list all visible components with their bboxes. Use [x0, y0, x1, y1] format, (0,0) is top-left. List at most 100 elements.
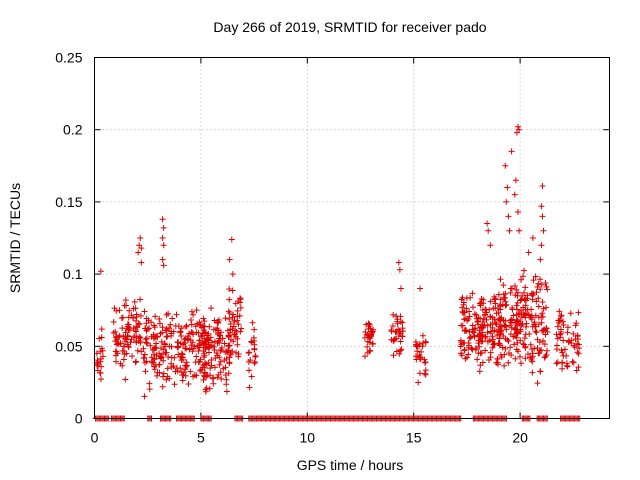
data-point: [474, 356, 481, 363]
data-point: [156, 315, 163, 322]
data-point: [399, 319, 406, 326]
data-point: [497, 306, 504, 313]
data-point: [134, 347, 141, 354]
data-point: [177, 365, 184, 372]
data-point: [364, 343, 371, 350]
data-point: [189, 329, 196, 336]
data-point: [521, 296, 528, 303]
data-point: [175, 323, 182, 330]
data-point: [133, 317, 140, 324]
data-point: [208, 362, 215, 369]
data-point: [146, 386, 153, 393]
data-point: [516, 126, 523, 133]
data-point: [251, 326, 258, 333]
data-point: [198, 333, 205, 340]
data-point: [422, 359, 429, 366]
data-point: [188, 316, 195, 323]
data-point: [540, 337, 547, 344]
data-point: [457, 337, 464, 344]
data-point: [541, 326, 548, 333]
data-point: [465, 339, 472, 346]
data-point: [532, 273, 539, 280]
data-point: [110, 318, 117, 325]
data-point: [537, 286, 544, 293]
data-point: [226, 315, 233, 322]
data-point: [504, 184, 511, 191]
data-point: [231, 331, 238, 338]
data-point: [514, 330, 521, 337]
data-point: [366, 323, 373, 330]
data-point: [472, 325, 479, 332]
data-point: [497, 316, 504, 323]
data-point: [142, 325, 149, 332]
data-point: [211, 317, 218, 324]
data-point: [141, 351, 148, 358]
data-point: [362, 353, 369, 360]
data-point: [463, 305, 470, 312]
data-point: [523, 297, 530, 304]
data-point: [469, 304, 476, 311]
data-point: [208, 356, 215, 363]
data-point: [226, 256, 233, 263]
data-point: [508, 148, 515, 155]
data-point: [98, 376, 105, 383]
data-point: [159, 383, 166, 390]
data-point: [157, 330, 164, 337]
data-point: [141, 393, 148, 400]
data-point: [125, 344, 132, 351]
data-point: [249, 319, 256, 326]
data-point: [505, 213, 512, 220]
data-point: [142, 336, 149, 343]
data-point: [537, 276, 544, 283]
data-point: [514, 123, 521, 130]
data-point: [173, 311, 180, 318]
data-point: [226, 285, 233, 292]
data-point: [158, 338, 165, 345]
data-point: [560, 337, 567, 344]
data-point: [489, 319, 496, 326]
data-point: [565, 339, 572, 346]
data-point: [156, 320, 163, 327]
data-point: [179, 377, 186, 384]
data-point: [506, 350, 513, 357]
data-point: [558, 312, 565, 319]
data-point: [574, 332, 581, 339]
data-point: [496, 340, 503, 347]
data-point: [160, 224, 167, 231]
data-point: [485, 227, 492, 234]
data-point: [201, 373, 208, 380]
data-point: [211, 347, 218, 354]
data-point: [458, 322, 465, 329]
data-point: [227, 336, 234, 343]
data-point: [151, 366, 158, 373]
data-point: [122, 376, 129, 383]
data-point: [466, 328, 473, 335]
data-point: [523, 323, 530, 330]
data-point: [209, 375, 216, 382]
data-point: [201, 350, 208, 357]
data-point: [131, 298, 138, 305]
data-point: [365, 320, 372, 327]
data-point: [533, 298, 540, 305]
data-point: [179, 372, 186, 379]
data-point: [395, 259, 402, 266]
data-point: [538, 347, 545, 354]
data-point: [236, 312, 243, 319]
y-axis-label: SRMTID / TECUs: [7, 183, 23, 293]
data-point: [391, 336, 398, 343]
data-point: [489, 344, 496, 351]
data-point: [538, 319, 545, 326]
data-point: [557, 313, 564, 320]
data-point: [205, 330, 212, 337]
data-point: [226, 296, 233, 303]
data-point: [182, 345, 189, 352]
y-tick-label: 0: [75, 411, 83, 427]
data-point: [174, 344, 181, 351]
data-point: [133, 314, 140, 321]
data-point: [502, 345, 509, 352]
data-point: [539, 298, 546, 305]
data-point: [164, 365, 171, 372]
data-point: [137, 312, 144, 319]
data-point: [518, 276, 525, 283]
data-point: [419, 343, 426, 350]
